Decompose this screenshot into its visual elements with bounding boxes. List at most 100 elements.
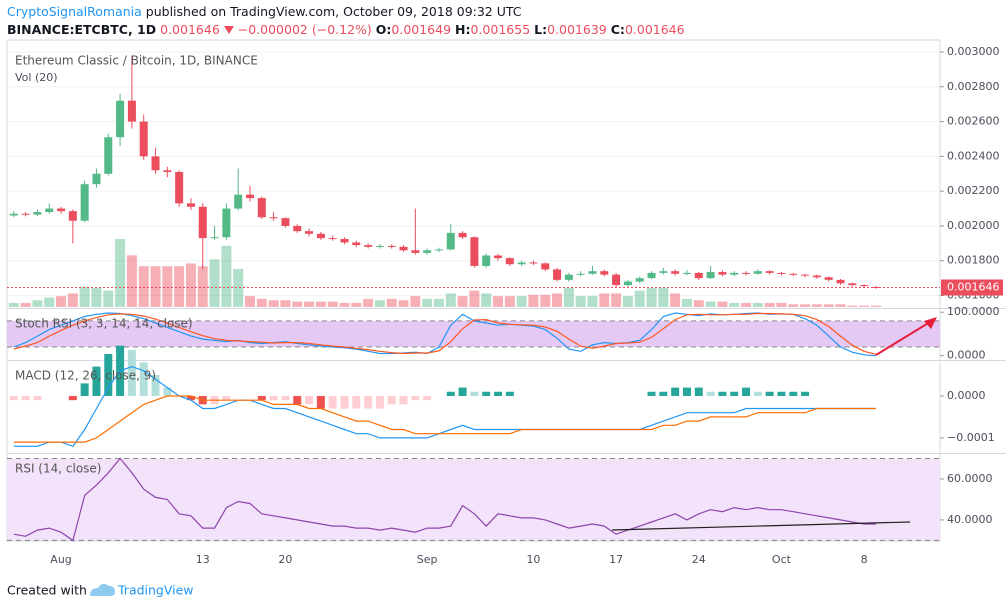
footer-text: Created with [7, 583, 87, 598]
series-line [13, 365, 876, 448]
histogram-bar [316, 395, 325, 409]
l: 0.001639 [547, 22, 607, 37]
histogram-bar [305, 395, 314, 405]
y-tick-label: 40.0000 [947, 513, 993, 526]
y-tick-label: 60.0000 [947, 472, 993, 485]
histogram-bar [765, 391, 774, 396]
candle-body [458, 232, 467, 238]
histogram-bar [328, 395, 337, 409]
x-tick-label: 8 [861, 553, 868, 566]
volume-bar [150, 266, 161, 307]
volume-bar [327, 301, 338, 307]
annotation-arrow [875, 321, 931, 356]
o: 0.001649 [391, 22, 452, 37]
candle-body [352, 242, 361, 246]
volume-bar [221, 245, 232, 307]
candle-body [860, 285, 869, 287]
candle-body [612, 274, 621, 286]
candle-body [293, 225, 302, 232]
candle-body [446, 232, 455, 250]
candle-body [777, 272, 786, 274]
candle-body [139, 121, 148, 157]
volume-bar [386, 298, 397, 307]
histogram-bar [151, 375, 160, 396]
histogram-bar [33, 395, 42, 401]
candle-body [434, 249, 443, 251]
band [7, 458, 940, 541]
candle-body [730, 272, 739, 275]
histogram-bar [789, 391, 798, 396]
volume-bar [823, 304, 834, 307]
volume-bar [800, 304, 811, 307]
volume-bar [870, 305, 881, 307]
price-tag-label: 0.001646 [947, 281, 1000, 294]
y-tick-label: 0.002600 [947, 115, 1000, 128]
histogram-bar [742, 387, 751, 396]
volume-bar [504, 296, 515, 307]
candle-body [387, 245, 396, 247]
histogram-bar [21, 395, 30, 401]
volume-bar [646, 287, 657, 307]
candle-body [222, 208, 231, 238]
histogram-bar [340, 395, 349, 409]
candle-body [753, 271, 762, 274]
histogram-bar [9, 395, 18, 401]
candle-body [564, 274, 573, 280]
candle-body [116, 100, 125, 138]
candle-body [399, 246, 408, 251]
volume-bar [587, 296, 598, 307]
candle-body [364, 245, 373, 247]
volume-bar [315, 301, 326, 307]
brand-logo[interactable] [90, 583, 115, 596]
candle-body [635, 278, 644, 282]
volume-bar [398, 300, 409, 307]
candle-body [765, 271, 774, 273]
trendline [611, 521, 911, 531]
volume-bar [56, 296, 67, 307]
y-tick-label: 0.002000 [947, 219, 1000, 232]
volume-bar [457, 296, 468, 307]
pane-title: RSI (14, close) [15, 462, 101, 476]
volume-bar [20, 302, 31, 307]
volume-title: Vol (20) [15, 71, 58, 84]
symbol: BINANCE:ETCBTC, 1D [7, 22, 157, 37]
header-line: CryptoSignalRomania published on Trading… [7, 4, 522, 19]
candle-body [21, 213, 30, 215]
volume-bar [268, 300, 279, 307]
candle-body [553, 269, 562, 280]
candle-body [80, 184, 89, 221]
brand[interactable]: TradingView [117, 583, 194, 598]
volume-bar [67, 293, 78, 307]
candle-body [588, 271, 597, 274]
volume-bar [422, 298, 433, 307]
volume-bar [197, 266, 208, 307]
y-tick-label: 0.002800 [947, 80, 1000, 93]
candle-body [68, 211, 77, 221]
volume-bar [351, 302, 362, 307]
histogram-bar [352, 395, 361, 409]
volume-bar [717, 301, 728, 307]
volume-bar [481, 293, 492, 307]
published: published on TradingView.com, October 09… [145, 4, 522, 19]
histogram-bar [281, 395, 290, 401]
candle-body [812, 275, 821, 278]
candle-body [659, 271, 668, 273]
y-tick-label: −0.0001 [947, 431, 995, 444]
histogram-bar [411, 395, 420, 401]
volume-bar [835, 304, 846, 307]
candle-body [494, 255, 503, 259]
volume-bar [103, 290, 114, 307]
histogram-bar [68, 395, 77, 401]
candle-body [45, 208, 54, 213]
histogram-bar [375, 395, 384, 409]
volume-bar [611, 293, 622, 307]
volume-bar [292, 301, 303, 307]
volume-bar [776, 302, 787, 307]
histogram-bar [458, 387, 467, 396]
x-tick-label: 10 [526, 553, 540, 566]
candle-body [848, 283, 857, 286]
author[interactable]: CryptoSignalRomania [7, 4, 142, 19]
y-tick-label: 0.002200 [947, 184, 1000, 197]
candle-body [92, 173, 101, 185]
